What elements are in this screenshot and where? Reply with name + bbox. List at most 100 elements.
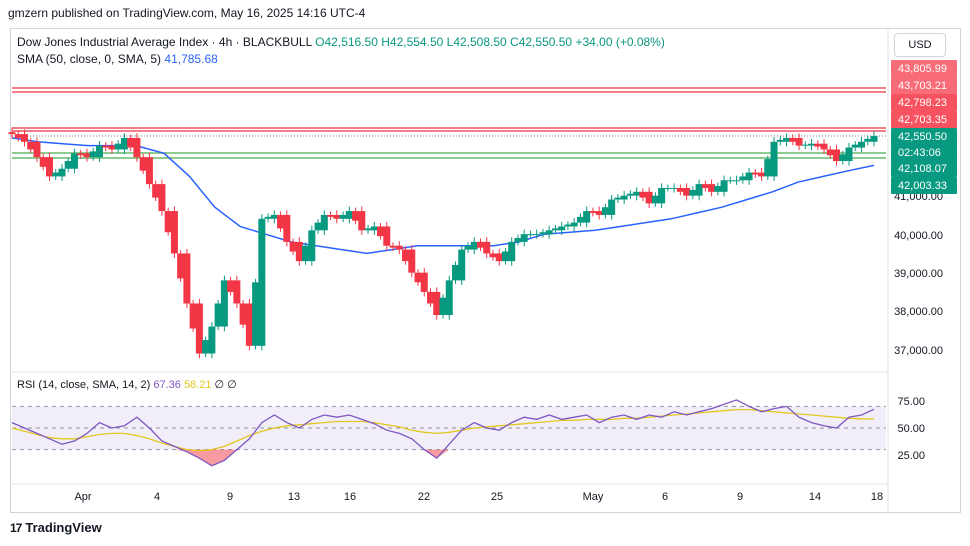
candle-body	[370, 226, 378, 231]
candle-body	[714, 186, 722, 192]
low-value: L42,508.50	[446, 35, 507, 49]
candle-body	[108, 145, 116, 150]
sma-legend[interactable]: SMA (50, close, 0, SMA, 5) 41,785.68	[17, 52, 218, 66]
time-tick-label: Apr	[74, 491, 91, 503]
price-badge	[891, 77, 957, 94]
price-badge	[891, 160, 957, 177]
candle-body	[377, 226, 385, 237]
candle-body	[795, 137, 803, 146]
candle-body	[389, 245, 397, 248]
candle-body	[770, 141, 778, 177]
candle-body	[264, 216, 272, 219]
candle-body	[145, 157, 153, 185]
time-tick-label: 25	[491, 491, 503, 503]
candle-body	[451, 264, 459, 281]
close-value: C42,550.50	[510, 35, 573, 49]
candle-body	[352, 211, 360, 221]
candle-body	[114, 143, 122, 150]
candle-body	[789, 137, 797, 142]
candle-body	[89, 151, 97, 158]
candle-body	[751, 172, 759, 175]
candle-body	[239, 303, 247, 325]
candle-body	[77, 153, 85, 156]
candle-body	[52, 172, 60, 177]
candle-body	[583, 211, 591, 223]
price-badge-label: 42,703.35	[898, 114, 947, 126]
candle-body	[639, 191, 647, 198]
price-badge-label: 43,805.99	[898, 63, 947, 75]
candle-body	[102, 145, 110, 148]
candle-body	[526, 234, 534, 236]
price-badge-label: 42,003.33	[898, 180, 947, 192]
chart-frame	[10, 28, 961, 513]
candle-body	[495, 253, 503, 262]
candle-body	[595, 211, 603, 215]
price-tick-label: 37,000.00	[894, 345, 943, 357]
footer-brand[interactable]: 17 TradingView	[10, 520, 102, 535]
candle-body	[858, 141, 866, 148]
candlesticks	[8, 127, 878, 359]
candle-body	[808, 143, 816, 146]
rsi-extra: ∅ ∅	[214, 379, 237, 391]
candle-body	[177, 253, 185, 279]
candle-body	[170, 211, 178, 254]
candle-body	[45, 157, 53, 177]
price-tick-label: 39,000.00	[894, 268, 943, 280]
rsi-oversold-fill	[12, 449, 874, 466]
candle-body	[189, 303, 197, 329]
candle-body	[277, 214, 285, 229]
rsi-sma-path	[11, 408, 875, 452]
candle-body	[339, 214, 347, 219]
price-badge	[891, 60, 957, 77]
candle-body	[683, 187, 691, 196]
price-badge-label: 43,703.21	[898, 80, 947, 92]
price-badge-label: 02:43:06	[898, 147, 941, 159]
time-axis: Apr 4 9 13 16 22 25 May 6 9 14 18	[74, 491, 883, 503]
candle-body	[620, 195, 628, 200]
candle-body	[402, 249, 410, 262]
candle-body	[64, 161, 72, 169]
time-tick-label: 16	[344, 491, 356, 503]
time-tick-label: May	[583, 491, 604, 503]
currency-button[interactable]: USD	[894, 33, 946, 57]
price-tick-label: 38,000.00	[894, 306, 943, 318]
candle-body	[670, 187, 678, 189]
candle-body	[95, 145, 103, 158]
candle-body	[220, 280, 228, 327]
price-badge-label: 42,550.50	[898, 131, 947, 143]
candle-body	[433, 291, 441, 316]
rsi-value: 67.36	[153, 379, 181, 391]
sma-label: SMA (50, close, 0, SMA, 5)	[17, 52, 162, 66]
candle-body	[420, 272, 428, 292]
candle-body	[245, 303, 253, 346]
candle-body	[833, 149, 841, 162]
price-badge	[891, 144, 957, 161]
time-tick-label: 9	[737, 491, 743, 503]
price-badge	[891, 111, 957, 128]
time-tick-label: 9	[227, 491, 233, 503]
rsi-pane: 75.00 50.00 25.00	[11, 396, 925, 467]
candle-body	[270, 214, 278, 219]
high-value: H42,554.50	[381, 35, 444, 49]
candle-body	[826, 149, 834, 156]
candle-body	[483, 241, 491, 254]
candle-body	[645, 191, 653, 204]
candle-body	[183, 253, 191, 304]
rsi-tick-label: 75.00	[897, 396, 925, 408]
time-tick-label: 14	[809, 491, 821, 503]
candle-body	[227, 280, 235, 292]
candle-body	[214, 303, 222, 327]
candle-body	[208, 326, 216, 354]
candle-body	[814, 143, 822, 147]
candle-body	[608, 199, 616, 215]
candle-body	[70, 153, 78, 169]
rsi-legend[interactable]: RSI (14, close, SMA, 14, 2) 67.36 58.21 …	[17, 378, 237, 391]
candle-body	[314, 222, 322, 231]
candle-body	[327, 214, 335, 217]
price-badge-label: 42,108.07	[898, 163, 947, 175]
candle-body	[445, 280, 453, 316]
candle-body	[258, 218, 266, 346]
candle-body	[520, 234, 528, 242]
candle-body	[408, 249, 416, 273]
